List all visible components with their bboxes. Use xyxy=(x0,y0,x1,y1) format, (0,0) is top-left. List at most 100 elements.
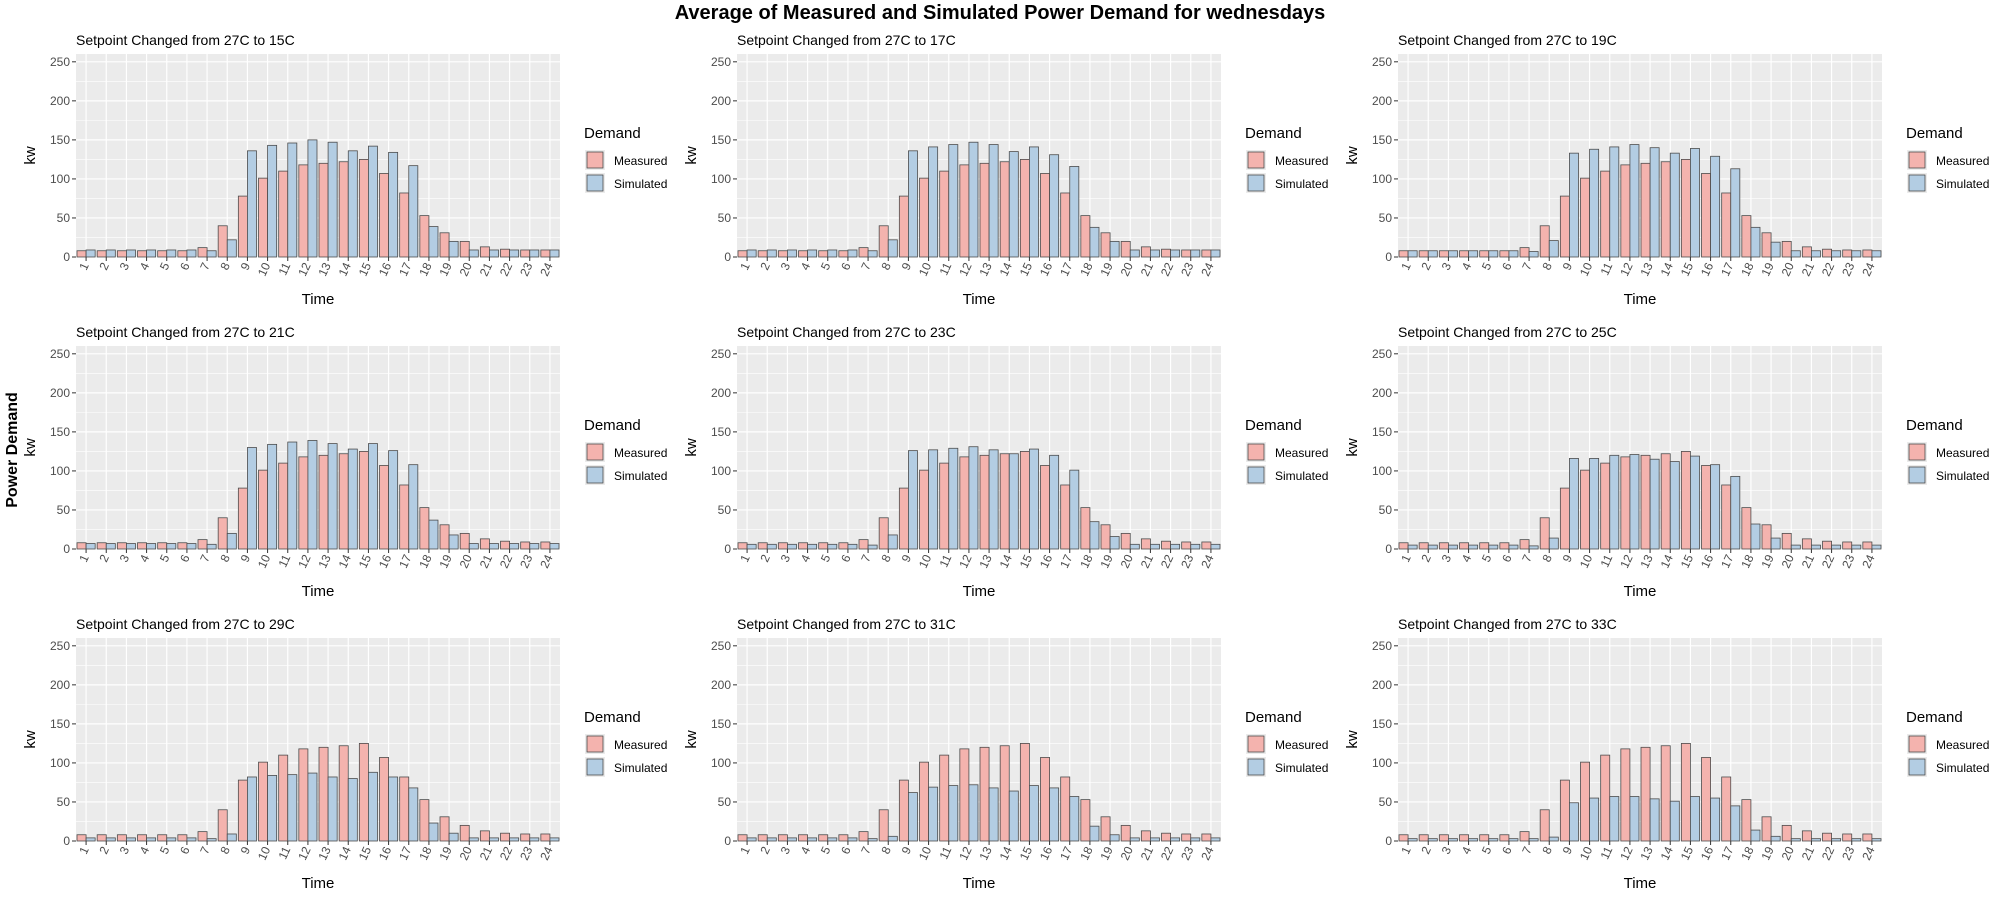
y-tick-label: 200 xyxy=(1372,386,1392,400)
x-tick-label: 12 xyxy=(956,844,974,862)
bar-simulated-9 xyxy=(1569,152,1579,258)
legend-label-simulated: Simulated xyxy=(1275,761,1328,775)
bar-measured-12 xyxy=(298,748,309,842)
x-tick-label: 19 xyxy=(1097,844,1115,862)
bar-simulated-17 xyxy=(408,787,419,842)
bar-measured-22 xyxy=(1161,540,1171,550)
bar-simulated-15 xyxy=(1690,455,1700,550)
bar-simulated-1 xyxy=(746,249,757,258)
x-tick-label: 5 xyxy=(157,844,173,856)
bar-measured-11 xyxy=(1600,462,1611,550)
bar-measured-15 xyxy=(1680,159,1691,258)
bar-simulated-8 xyxy=(1548,240,1559,258)
bar-simulated-11 xyxy=(1609,454,1620,550)
bar-measured-18 xyxy=(1741,799,1752,842)
x-tick-label: 21 xyxy=(1138,260,1156,278)
x-tick-label: 1 xyxy=(76,552,92,564)
x-tick-label: 6 xyxy=(838,260,854,272)
legend-swatch-simulated xyxy=(1908,758,1926,776)
bar-simulated-17 xyxy=(1730,475,1741,550)
bar-measured-15 xyxy=(1680,451,1691,550)
bar-measured-16 xyxy=(379,757,389,842)
x-tick-label: 6 xyxy=(177,844,193,856)
y-tick-label: 50 xyxy=(57,795,71,809)
x-tick-label: 7 xyxy=(197,552,213,564)
bar-measured-15 xyxy=(1019,451,1030,550)
legend-swatch-measured xyxy=(586,151,604,169)
y-tick-label: 200 xyxy=(711,678,731,692)
bar-measured-20 xyxy=(1120,240,1131,258)
bar-simulated-14 xyxy=(1008,151,1019,258)
bar-simulated-22 xyxy=(1831,250,1842,258)
x-tick-label: 1 xyxy=(737,260,753,272)
bar-simulated-10 xyxy=(267,443,278,550)
bar-measured-5 xyxy=(1479,834,1490,842)
bar-measured-18 xyxy=(1080,507,1091,550)
panel-title: Setpoint Changed from 27C to 33C xyxy=(1398,616,1617,632)
x-tick-label: 24 xyxy=(1859,260,1877,278)
bar-measured-6 xyxy=(1499,834,1510,842)
bar-measured-19 xyxy=(439,816,450,842)
bar-measured-16 xyxy=(1040,465,1050,550)
x-tick-label: 12 xyxy=(956,260,974,278)
bar-measured-2 xyxy=(96,250,107,258)
bar-measured-9 xyxy=(898,779,909,842)
bar-simulated-15 xyxy=(1029,448,1039,550)
bar-simulated-21 xyxy=(1811,250,1821,258)
bar-measured-7 xyxy=(197,831,208,842)
x-tick-label: 13 xyxy=(976,552,994,570)
legend-label-measured: Measured xyxy=(1275,738,1328,752)
bar-measured-19 xyxy=(1761,524,1772,550)
y-tick-label: 250 xyxy=(711,639,731,653)
legend: Demand Measured Simulated xyxy=(1245,417,1328,485)
bar-simulated-23 xyxy=(1851,250,1862,258)
x-tick-label: 10 xyxy=(255,260,273,278)
y-tick-label: 100 xyxy=(711,756,731,770)
x-tick-label: 15 xyxy=(356,844,374,862)
bar-simulated-5 xyxy=(827,837,838,842)
bar-simulated-14 xyxy=(347,150,358,258)
panel-background xyxy=(76,638,560,841)
legend-swatch-measured xyxy=(1908,443,1926,461)
bar-measured-20 xyxy=(459,240,470,258)
x-tick-label: 23 xyxy=(1178,260,1196,278)
x-tick-label: 21 xyxy=(1138,552,1156,570)
panel-title: Setpoint Changed from 27C to 21C xyxy=(76,324,295,340)
bar-measured-10 xyxy=(1580,761,1590,842)
bar-measured-11 xyxy=(1600,170,1611,258)
y-tick-label: 0 xyxy=(1385,250,1392,264)
bar-simulated-18 xyxy=(1750,523,1761,550)
x-tick-label: 7 xyxy=(1519,844,1535,856)
x-tick-label: 22 xyxy=(497,844,515,862)
x-tick-label: 3 xyxy=(117,552,133,564)
bar-simulated-17 xyxy=(1730,168,1741,258)
legend-label-simulated: Simulated xyxy=(1936,761,1989,775)
bar-simulated-20 xyxy=(1790,544,1801,550)
x-tick-label: 5 xyxy=(1479,844,1495,856)
x-tick-label: 15 xyxy=(1678,552,1696,570)
x-tick-label: 3 xyxy=(117,260,133,272)
x-tick-label: 9 xyxy=(1560,844,1576,856)
bar-simulated-11 xyxy=(1609,146,1620,258)
x-tick-label: 11 xyxy=(937,844,955,862)
y-tick-label: 200 xyxy=(50,94,70,108)
bar-measured-16 xyxy=(1701,465,1711,550)
x-tick-label: 2 xyxy=(757,844,773,856)
x-tick-label: 4 xyxy=(1459,260,1475,272)
bar-measured-1 xyxy=(76,834,87,842)
bar-measured-3 xyxy=(1438,250,1449,258)
bar-measured-13 xyxy=(979,746,990,842)
y-tick-label: 250 xyxy=(50,347,70,361)
bar-measured-10 xyxy=(258,761,268,842)
bar-measured-5 xyxy=(818,834,829,842)
bar-measured-17 xyxy=(399,484,410,550)
bar-measured-12 xyxy=(298,164,309,258)
bar-measured-24 xyxy=(1862,833,1873,842)
bar-measured-9 xyxy=(237,779,248,842)
bar-measured-1 xyxy=(76,250,87,258)
bar-simulated-14 xyxy=(347,778,358,842)
bar-measured-8 xyxy=(217,225,228,258)
x-tick-label: 22 xyxy=(1158,552,1176,570)
bar-simulated-17 xyxy=(1730,805,1741,842)
bar-measured-21 xyxy=(1801,246,1812,258)
